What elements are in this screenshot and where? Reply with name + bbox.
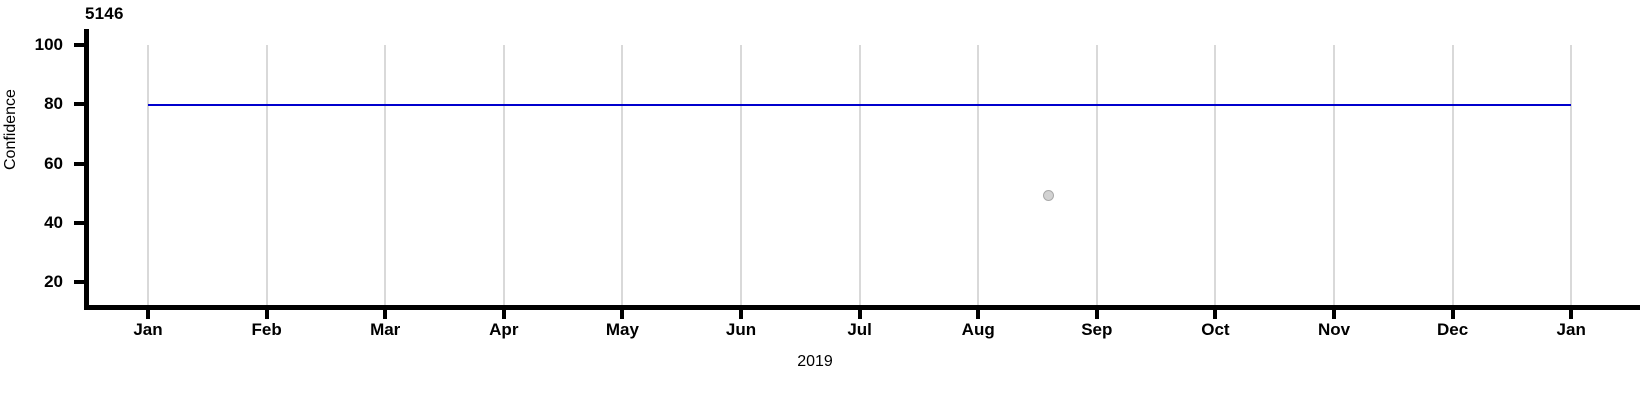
gridline (621, 45, 624, 308)
x-axis-tick-label: Apr (489, 320, 519, 339)
series-line (148, 104, 1572, 107)
x-axis-tick (1094, 308, 1099, 319)
x-axis-tick (976, 308, 981, 319)
x-axis-line (84, 305, 1640, 310)
x-axis-tick (264, 308, 269, 319)
gridline (977, 45, 980, 308)
x-axis-tick-label: Feb (251, 320, 282, 339)
y-axis-tick-label: 60 (44, 153, 63, 173)
gridline (1570, 45, 1573, 308)
y-axis-tick (74, 102, 85, 107)
x-axis-tick-label: Nov (1317, 320, 1351, 339)
x-axis-tick-label: Sep (1081, 320, 1113, 339)
y-axis-tick-label: 100 (34, 35, 63, 54)
y-axis-line (84, 29, 89, 310)
gridline (1451, 45, 1454, 308)
x-axis-tick-label: Jan (133, 320, 163, 339)
x-axis-tick (739, 308, 743, 319)
gridline (1095, 45, 1098, 308)
y-axis-tick (74, 161, 85, 166)
gridline (740, 45, 742, 308)
y-axis-tick-label: 20 (44, 272, 63, 291)
y-axis-tick-label: 80 (44, 94, 63, 114)
gridline (1214, 45, 1217, 308)
y-axis-tick (74, 220, 85, 225)
x-axis-tick (1450, 308, 1455, 319)
plot-area (88, 30, 1640, 308)
y-axis-title: Confidence (2, 89, 19, 170)
x-axis-tick (620, 308, 625, 319)
x-axis-tick-label: Mar (370, 320, 401, 339)
page-title: 5146 (85, 4, 124, 23)
x-axis-title-text: 2019 (797, 353, 833, 370)
x-axis-tick (1332, 308, 1336, 319)
x-axis-tick (857, 308, 862, 319)
x-axis-tick-label: Oct (1201, 320, 1230, 339)
x-axis-tick-label: Dec (1437, 320, 1469, 339)
y-axis-tick (74, 280, 85, 284)
x-axis-tick (383, 308, 388, 319)
x-axis-tick (146, 308, 150, 319)
x-axis-tick-label: Jul (847, 320, 872, 339)
gridline (502, 45, 505, 308)
x-axis-tick-label: May (605, 320, 639, 339)
data-point[interactable] (1043, 190, 1055, 202)
gridline (384, 45, 387, 308)
x-axis-tick (1569, 308, 1574, 319)
x-axis-tick-label: Jun (725, 320, 757, 339)
y-axis-tick (74, 43, 85, 47)
gridline (1333, 45, 1335, 308)
gridline (858, 45, 861, 308)
x-axis-tick-label: Aug (961, 320, 995, 339)
x-axis-tick-label: Jan (1556, 320, 1586, 339)
gridline (147, 45, 149, 308)
gridline (265, 45, 268, 308)
x-axis-title: 2019 (0, 353, 1650, 371)
x-axis-tick (501, 308, 506, 319)
y-axis-tick-label: 40 (44, 212, 63, 232)
x-axis-tick (1213, 308, 1218, 319)
